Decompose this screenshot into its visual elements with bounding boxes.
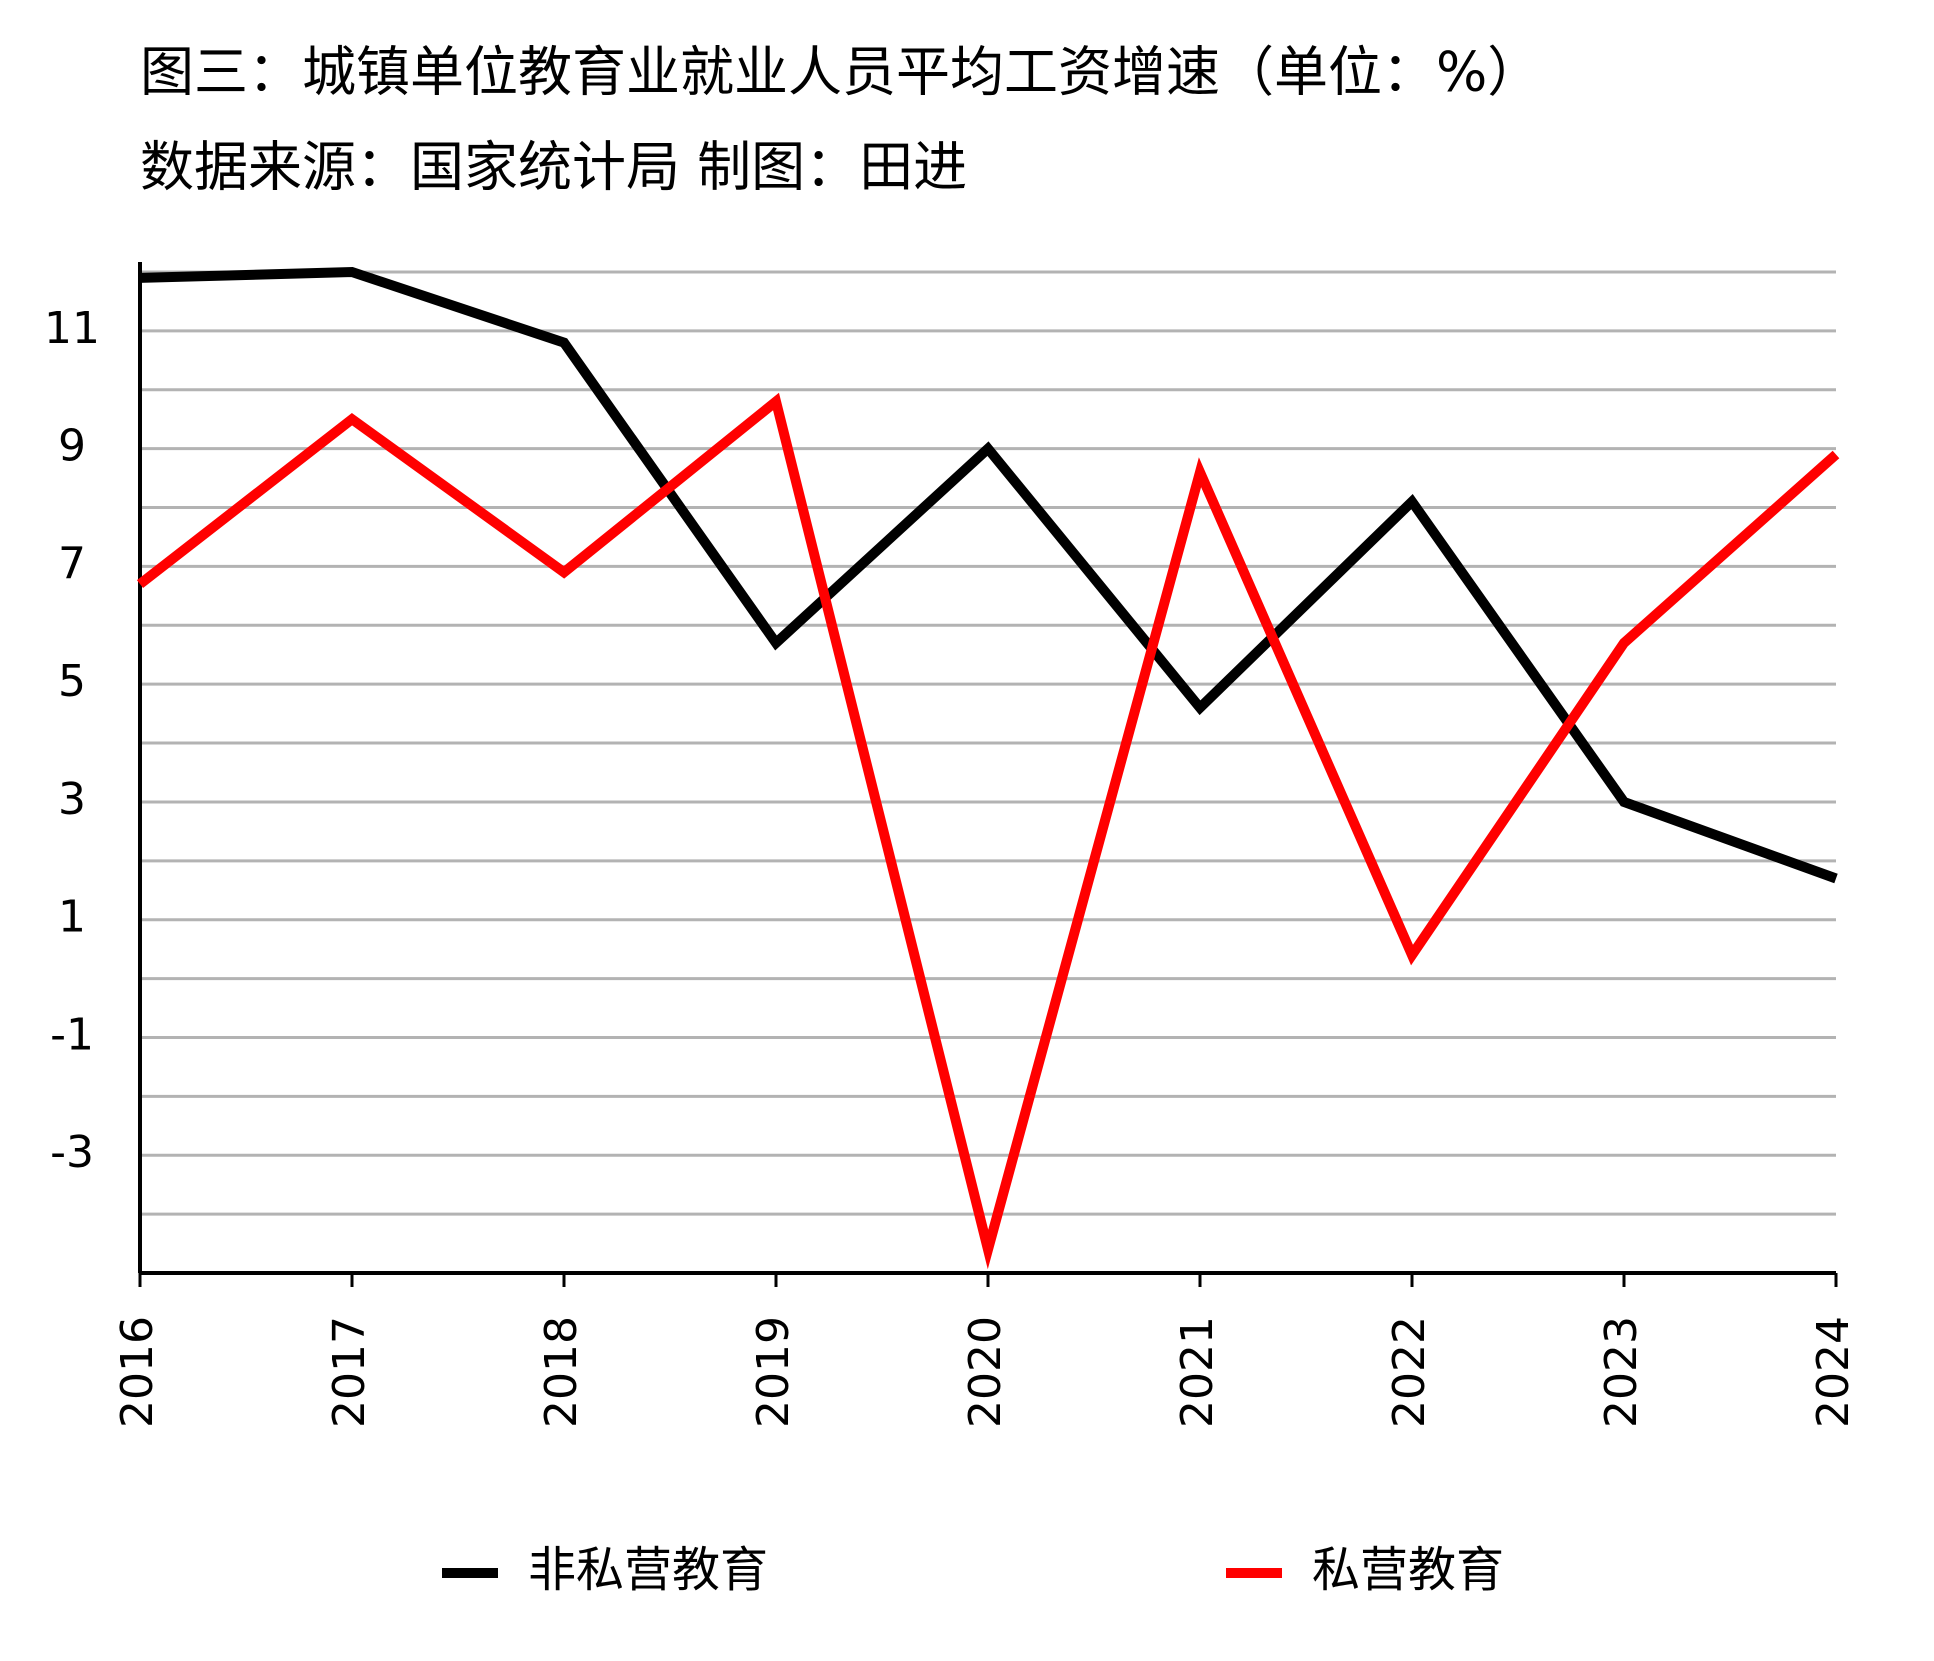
chart-title: 图三：城镇单位教育业就业人员平均工资增速（单位：%） bbox=[140, 41, 1541, 104]
legend-label: 非私营教育 bbox=[528, 1542, 768, 1598]
x-tick-label: 2016 bbox=[112, 1316, 163, 1428]
x-tick-label: 2024 bbox=[1808, 1316, 1859, 1428]
y-tick-label: -3 bbox=[50, 1127, 94, 1178]
legend-label: 私营教育 bbox=[1312, 1542, 1504, 1598]
x-tick-label: 2018 bbox=[536, 1316, 587, 1428]
x-tick-label: 2019 bbox=[748, 1316, 799, 1428]
x-tick-label: 2017 bbox=[324, 1316, 375, 1428]
y-tick-label: 5 bbox=[58, 656, 86, 707]
x-tick-label: 2022 bbox=[1384, 1316, 1435, 1428]
x-tick-label: 2023 bbox=[1596, 1316, 1647, 1428]
y-tick-label: 1 bbox=[58, 892, 86, 943]
y-tick-label: -1 bbox=[50, 1009, 94, 1060]
chart-subtitle: 数据来源：国家统计局 制图：田进 bbox=[140, 136, 967, 199]
x-tick-label: 2021 bbox=[1172, 1316, 1223, 1428]
x-tick-label: 2020 bbox=[960, 1316, 1011, 1428]
y-tick-label: 7 bbox=[58, 538, 86, 589]
data-line bbox=[136, 392, 1840, 1270]
data-line bbox=[139, 266, 1838, 884]
y-tick-label: 11 bbox=[44, 303, 100, 354]
y-tick-label: 3 bbox=[58, 774, 86, 825]
y-tick-label: 9 bbox=[58, 421, 86, 472]
